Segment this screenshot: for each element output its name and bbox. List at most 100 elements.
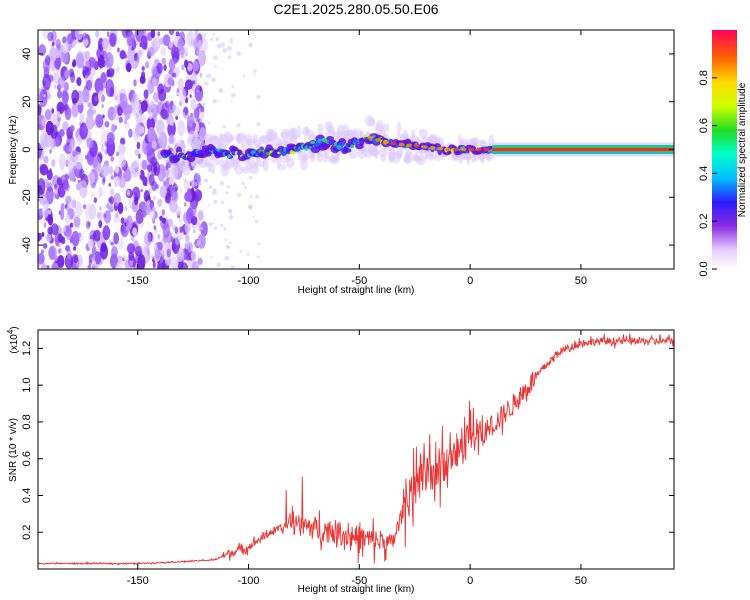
- noise-blob: [108, 205, 114, 213]
- ridge-halo: [382, 123, 390, 132]
- noise-blob: [38, 44, 47, 57]
- noise-blob: [94, 251, 102, 265]
- noise-blob: [113, 232, 120, 245]
- noise-dot: [222, 125, 226, 129]
- noise-dot: [208, 185, 213, 190]
- noise-dot: [220, 42, 226, 47]
- noise-blob: [92, 155, 102, 173]
- noise-blob: [157, 31, 161, 37]
- noise-blob: [111, 123, 116, 133]
- noise-blob: [126, 243, 136, 255]
- noise-blob: [49, 225, 53, 230]
- noise-dot: [242, 74, 246, 78]
- noise-blob: [136, 101, 141, 112]
- noise-dot: [199, 111, 202, 114]
- noise-blob: [157, 233, 161, 240]
- noise-dot: [207, 122, 210, 125]
- noise-blob: [176, 250, 185, 262]
- noise-blob: [72, 214, 81, 230]
- ridge-halo: [317, 123, 324, 136]
- noise-blob: [48, 209, 52, 215]
- ridge-halo: [348, 129, 354, 138]
- ridge-core: [280, 151, 287, 156]
- noise-blob: [134, 196, 139, 206]
- spectrogram-x-axis-label: Height of straight line (km): [298, 285, 415, 296]
- noise-blob: [58, 241, 63, 248]
- noise-blob: [128, 251, 135, 261]
- noise-blob: [123, 118, 128, 125]
- noise-blob: [47, 214, 54, 226]
- noise-blob: [117, 202, 124, 214]
- noise-blob: [49, 168, 52, 173]
- noise-blob: [38, 123, 42, 131]
- noise-blob: [115, 151, 120, 157]
- noise-dot: [256, 122, 261, 127]
- noise-dot: [239, 249, 243, 253]
- snr-series-line: [38, 333, 674, 566]
- noise-dot: [195, 117, 198, 120]
- noise-blob: [137, 254, 146, 269]
- noise-blob: [68, 142, 74, 153]
- noise-dot: [240, 143, 246, 149]
- noise-blob: [139, 75, 146, 84]
- noise-blob: [78, 232, 82, 239]
- noise-blob: [60, 203, 65, 212]
- noise-blob: [102, 176, 106, 183]
- noise-blob: [98, 220, 103, 229]
- noise-dot: [236, 51, 242, 56]
- noise-blob: [191, 260, 200, 269]
- noise-blob: [198, 49, 207, 67]
- noise-dot: [212, 99, 218, 104]
- noise-blob: [120, 225, 127, 235]
- ridge-hotspot: [398, 142, 405, 147]
- noise-blob: [124, 54, 128, 59]
- noise-dot: [253, 69, 257, 73]
- ridge-halo: [252, 134, 258, 143]
- noise-blob: [189, 94, 192, 98]
- noise-blob: [84, 66, 91, 76]
- snr-y-tick-label: 0.2: [21, 525, 33, 540]
- noise-blob: [114, 95, 118, 101]
- noise-blob: [132, 107, 137, 116]
- noise-blob: [159, 37, 164, 45]
- colorbar-tick-label: 0.6: [698, 118, 710, 133]
- noise-blob: [104, 120, 110, 128]
- noise-blob: [91, 245, 97, 256]
- ridge-hotspot: [483, 147, 490, 152]
- noise-blob: [97, 54, 105, 69]
- noise-blob: [110, 175, 114, 180]
- noise-blob: [199, 86, 202, 92]
- noise-blob: [169, 200, 178, 213]
- spectrogram-y-tick-label: -40: [21, 237, 33, 253]
- noise-blob: [117, 105, 123, 117]
- noise-dot: [249, 195, 253, 198]
- noise-blob: [141, 243, 148, 256]
- noise-blob: [142, 176, 148, 187]
- noise-blob: [184, 191, 193, 203]
- ridge-hotspot: [390, 141, 397, 146]
- colorbar-tick-label: 0.2: [698, 214, 710, 229]
- noise-blob: [183, 178, 189, 191]
- ridge-hotspot: [421, 145, 428, 149]
- noise-blob: [111, 246, 118, 259]
- snr-y-tick-label: 1.2: [21, 341, 33, 356]
- noise-blob: [184, 59, 189, 69]
- ridge-halo: [285, 157, 295, 169]
- noise-blob: [120, 217, 125, 225]
- noise-blob: [38, 178, 46, 196]
- carrier-core: [492, 147, 674, 152]
- noise-blob: [151, 216, 155, 223]
- noise-blob: [67, 164, 73, 173]
- noise-blob: [160, 108, 168, 120]
- noise-blob: [50, 113, 58, 124]
- noise-dot: [246, 252, 250, 256]
- noise-blob: [171, 243, 176, 252]
- noise-blob: [192, 61, 199, 72]
- noise-blob: [45, 120, 54, 136]
- noise-blob: [171, 44, 180, 61]
- noise-blob: [161, 209, 166, 216]
- noise-blob: [103, 210, 112, 224]
- noise-blob: [84, 53, 89, 60]
- noise-dot: [236, 192, 242, 198]
- colorbar-tick-label: 0.4: [698, 166, 710, 181]
